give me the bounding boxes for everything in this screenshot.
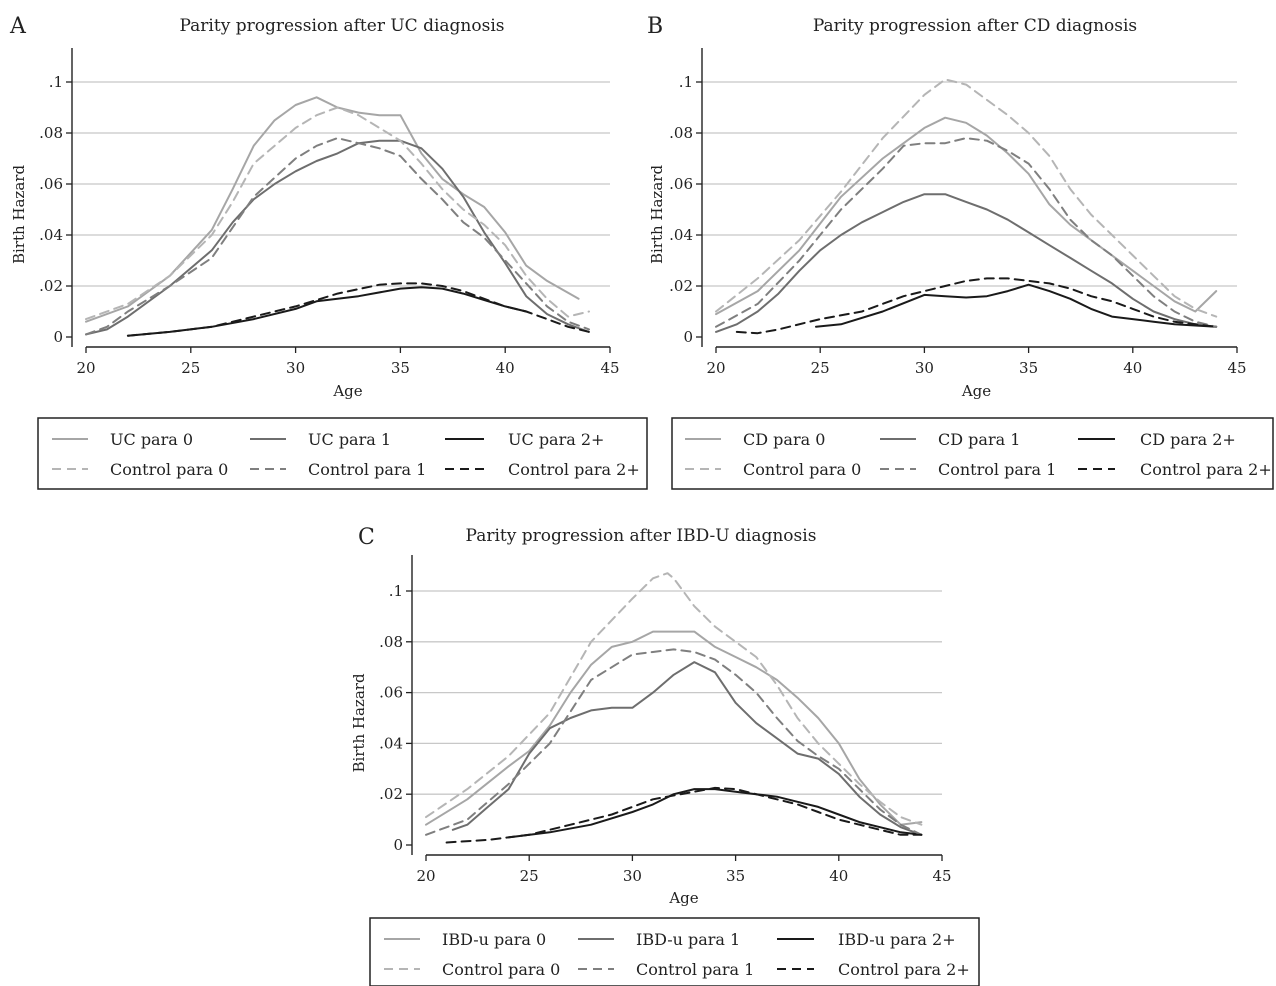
legend-label: IBD-u para 2+ — [838, 930, 956, 949]
y-tick-label: .06 — [669, 175, 693, 193]
legend-label: UC para 1 — [308, 430, 391, 449]
x-tick-label: 30 — [915, 359, 934, 377]
legend-label: CD para 2+ — [1140, 430, 1236, 449]
legend-label: UC para 0 — [110, 430, 193, 449]
panel-letter: A — [9, 14, 27, 39]
chart-panel-c: C Parity progression after IBD-U diagnosi… — [350, 525, 980, 986]
legend-label: CD para 1 — [938, 430, 1020, 449]
y-tick-label: .04 — [669, 226, 693, 244]
panel-letter: C — [358, 525, 375, 550]
legend-label: Control para 2+ — [838, 960, 970, 979]
series-line-2 — [507, 788, 923, 839]
y-tick-label: .02 — [39, 277, 63, 295]
x-tick-label: 45 — [1227, 359, 1246, 377]
series-line-4 — [425, 648, 923, 836]
x-tick-label: 35 — [726, 867, 745, 885]
y-tick-label: .08 — [669, 124, 693, 142]
series-line-1 — [451, 661, 923, 836]
legend-label: Control para 1 — [938, 460, 1056, 479]
y-axis-label: Birth Hazard — [350, 673, 368, 772]
series-line-3 — [425, 572, 923, 826]
series-line-3 — [85, 106, 590, 321]
x-tick-label: 20 — [706, 359, 725, 377]
series-line-4 — [85, 137, 590, 336]
legend-label: Control para 0 — [442, 960, 560, 979]
x-tick-label: 30 — [286, 359, 305, 377]
series-line-0 — [715, 116, 1218, 316]
legend-label: CD para 0 — [743, 430, 825, 449]
legend-box — [671, 417, 1274, 490]
y-tick-label: .04 — [379, 734, 403, 752]
series-line-1 — [715, 193, 1218, 333]
legend-box — [37, 417, 648, 490]
x-tick-label: 25 — [520, 867, 539, 885]
y-tick-label: .06 — [379, 684, 403, 702]
x-tick-label: 40 — [496, 359, 515, 377]
x-tick-label: 25 — [811, 359, 830, 377]
chart-title: Parity progression after UC diagnosis — [180, 16, 505, 36]
series-line-0 — [85, 96, 580, 323]
series-line-5 — [735, 277, 1218, 335]
legend-label: IBD-u para 0 — [442, 930, 546, 949]
legend-label: IBD-u para 1 — [636, 930, 740, 949]
y-axis-label: Birth Hazard — [648, 165, 666, 264]
legend-box — [369, 917, 980, 986]
chart-title: Parity progression after CD diagnosis — [813, 16, 1137, 36]
legend-label: Control para 2+ — [1140, 460, 1272, 479]
y-tick-label: .02 — [669, 277, 693, 295]
legend-label: Control para 2+ — [508, 460, 640, 479]
x-tick-label: 40 — [829, 867, 848, 885]
y-axis-label: Birth Hazard — [10, 165, 28, 264]
legend-label: Control para 1 — [636, 960, 754, 979]
x-tick-label: 45 — [600, 359, 619, 377]
x-tick-label: 35 — [391, 359, 410, 377]
series-line-5 — [445, 786, 923, 844]
x-tick-label: 20 — [76, 359, 95, 377]
legend-label: Control para 1 — [308, 460, 426, 479]
y-tick-label: .04 — [39, 226, 63, 244]
x-tick-label: 45 — [932, 867, 951, 885]
chart-title: Parity progression after IBD-U diagnosis — [466, 526, 817, 546]
series-line-2 — [815, 283, 1218, 328]
x-tick-label: 35 — [1019, 359, 1038, 377]
x-axis-label: Age — [332, 382, 362, 400]
y-tick-label: .1 — [679, 73, 693, 91]
x-tick-label: 25 — [181, 359, 200, 377]
y-tick-label: .08 — [39, 124, 63, 142]
panel-letter: B — [647, 14, 663, 39]
y-tick-label: 0 — [53, 328, 63, 346]
x-tick-label: 20 — [416, 867, 435, 885]
legend-label: Control para 0 — [743, 460, 861, 479]
chart-panel-a: A Parity progression after UC diagnosis 0.… — [9, 14, 648, 490]
y-tick-label: .02 — [379, 785, 403, 803]
chart-panel-b: B Parity progression after CD diagnosis 0.… — [647, 14, 1274, 490]
y-tick-label: 0 — [393, 836, 403, 854]
x-tick-label: 30 — [623, 867, 642, 885]
legend-label: UC para 2+ — [508, 430, 604, 449]
x-tick-label: 40 — [1123, 359, 1142, 377]
y-tick-label: .06 — [39, 175, 63, 193]
x-axis-label: Age — [668, 889, 698, 907]
series-line-1 — [85, 139, 590, 336]
legend-label: Control para 0 — [110, 460, 228, 479]
series-line-2 — [126, 286, 528, 337]
y-tick-label: .1 — [49, 73, 63, 91]
y-tick-label: .08 — [379, 633, 403, 651]
series-line-5 — [126, 282, 590, 337]
x-axis-label: Age — [961, 382, 991, 400]
series-line-0 — [425, 630, 923, 826]
y-tick-label: 0 — [683, 328, 693, 346]
y-tick-label: .1 — [389, 582, 403, 600]
series-line-3 — [715, 78, 1218, 318]
